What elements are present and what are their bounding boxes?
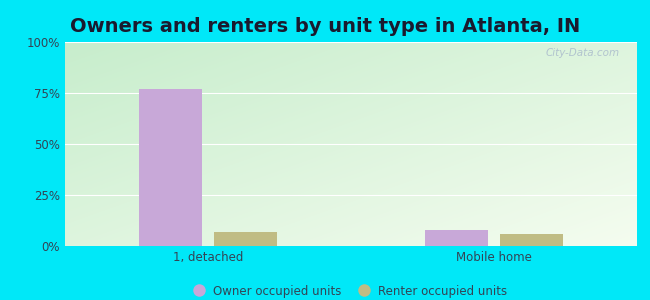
- Bar: [214, 232, 277, 246]
- Text: Owners and renters by unit type in Atlanta, IN: Owners and renters by unit type in Atlan…: [70, 17, 580, 37]
- Legend: Owner occupied units, Renter occupied units: Owner occupied units, Renter occupied un…: [191, 281, 511, 300]
- Bar: [139, 89, 202, 246]
- Bar: [500, 234, 563, 246]
- Text: City-Data.com: City-Data.com: [546, 48, 620, 58]
- Bar: [425, 230, 488, 246]
